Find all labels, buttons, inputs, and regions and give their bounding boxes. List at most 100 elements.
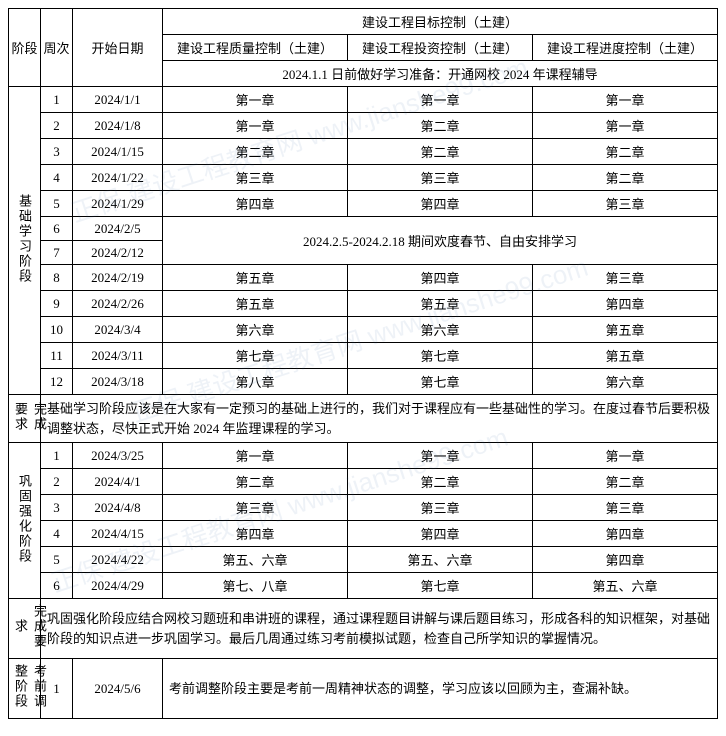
table-cell: 第七、八章: [163, 573, 348, 599]
req2-text: 巩固强化阶段应结合网校习题班和串讲班的课程，通过课程题目讲解与课后题目练习，形成…: [41, 599, 718, 659]
table-cell: 3: [41, 139, 73, 165]
stage1-name: 基础学习阶段: [9, 87, 41, 395]
table-cell: 2024/4/22: [73, 547, 163, 573]
table-cell: 1: [41, 87, 73, 113]
table-cell: 2024/4/8: [73, 495, 163, 521]
table-cell: 第七章: [163, 343, 348, 369]
table-cell: 11: [41, 343, 73, 369]
table-cell: 第四章: [533, 521, 718, 547]
table-cell: 第三章: [163, 495, 348, 521]
table-cell: 2024/4/1: [73, 469, 163, 495]
schedule-table: 阶段 周次 开始日期 建设工程目标控制（土建） 建设工程质量控制（土建） 建设工…: [8, 8, 718, 719]
table-cell: 2024/2/12: [73, 241, 163, 265]
table-cell: 2024/3/18: [73, 369, 163, 395]
table-cell: 2024/1/8: [73, 113, 163, 139]
table-cell: 第七章: [348, 369, 533, 395]
table-cell: 第一章: [163, 87, 348, 113]
table-cell: 3: [41, 495, 73, 521]
table-cell: 5: [41, 547, 73, 573]
table-cell: 2024/2/5: [73, 217, 163, 241]
table-cell: 第七章: [348, 573, 533, 599]
table-cell: 第二章: [348, 113, 533, 139]
table-cell: 第二章: [533, 139, 718, 165]
table-cell: 2024/4/15: [73, 521, 163, 547]
header-sub2: 建设工程投资控制（土建）: [348, 35, 533, 61]
header-sub1: 建设工程质量控制（土建）: [163, 35, 348, 61]
table-cell: 第二章: [348, 469, 533, 495]
table-cell: 第五章: [163, 291, 348, 317]
table-cell: 第二章: [163, 139, 348, 165]
table-cell: 第一章: [163, 113, 348, 139]
stage3-name: 考前调整阶段: [9, 659, 41, 719]
table-cell: 4: [41, 165, 73, 191]
table-cell: 第二章: [163, 469, 348, 495]
table-cell: 2024/1/22: [73, 165, 163, 191]
table-cell: 第六章: [163, 317, 348, 343]
table-cell: 第四章: [533, 291, 718, 317]
table-cell: 第五、六章: [348, 547, 533, 573]
table-cell: 2024/5/6: [73, 659, 163, 719]
table-cell: 2024/4/29: [73, 573, 163, 599]
table-cell: 2024/2/26: [73, 291, 163, 317]
table-cell: 4: [41, 521, 73, 547]
table-cell: 第四章: [348, 191, 533, 217]
header-sub3: 建设工程进度控制（土建）: [533, 35, 718, 61]
table-cell: 第一章: [533, 87, 718, 113]
table-cell: 第一章: [348, 443, 533, 469]
table-cell: 第二章: [533, 165, 718, 191]
table-cell: 第五章: [533, 317, 718, 343]
table-cell: 第二章: [348, 139, 533, 165]
table-cell: 第四章: [533, 547, 718, 573]
table-cell: 第五章: [533, 343, 718, 369]
table-cell: 第六章: [348, 317, 533, 343]
header-week: 周次: [41, 9, 73, 87]
table-cell: 2024/2/19: [73, 265, 163, 291]
table-cell: 第七章: [348, 343, 533, 369]
table-cell: 9: [41, 291, 73, 317]
table-cell: 2: [41, 113, 73, 139]
table-cell: 第八章: [163, 369, 348, 395]
table-cell: 第四章: [348, 265, 533, 291]
table-cell: 12: [41, 369, 73, 395]
table-cell: 第一章: [533, 113, 718, 139]
table-cell: 第五、六章: [163, 547, 348, 573]
table-cell: 2024/1/15: [73, 139, 163, 165]
table-cell: 第三章: [533, 191, 718, 217]
req1-name: 完成要求: [9, 395, 41, 443]
table-cell: 第五、六章: [533, 573, 718, 599]
table-cell: 10: [41, 317, 73, 343]
table-cell: 8: [41, 265, 73, 291]
table-cell: 2024/1/29: [73, 191, 163, 217]
table-cell: 第三章: [163, 165, 348, 191]
table-cell: 第三章: [348, 165, 533, 191]
table-cell: 第五章: [348, 291, 533, 317]
table-cell: 第一章: [163, 443, 348, 469]
table-cell: 第六章: [533, 369, 718, 395]
req1-text: 基础学习阶段应该是在大家有一定预习的基础上进行的，我们对于课程应有一些基础性的学…: [41, 395, 718, 443]
header-prep: 2024.1.1 日前做好学习准备：开通网校 2024 年课程辅导: [163, 61, 718, 87]
table-cell: 第三章: [533, 265, 718, 291]
holiday-cell: 2024.2.5-2024.2.18 期间欢度春节、自由安排学习: [163, 217, 718, 265]
table-cell: 第三章: [533, 495, 718, 521]
stage3-text: 考前调整阶段主要是考前一周精神状态的调整，学习应该以回顾为主，查漏补缺。: [163, 659, 718, 719]
table-cell: 第五章: [163, 265, 348, 291]
table-cell: 第四章: [163, 191, 348, 217]
table-cell: 2024/3/11: [73, 343, 163, 369]
table-cell: 2024/1/1: [73, 87, 163, 113]
table-cell: 6: [41, 217, 73, 241]
table-cell: 1: [41, 443, 73, 469]
table-cell: 第二章: [533, 469, 718, 495]
header-date: 开始日期: [73, 9, 163, 87]
stage2-name: 巩固强化阶段: [9, 443, 41, 599]
table-cell: 2024/3/25: [73, 443, 163, 469]
table-cell: 5: [41, 191, 73, 217]
req2-name: 完成要求: [9, 599, 41, 659]
table-cell: 第四章: [348, 521, 533, 547]
table-cell: 2024/3/4: [73, 317, 163, 343]
table-cell: 第一章: [533, 443, 718, 469]
table-cell: 7: [41, 241, 73, 265]
table-cell: 6: [41, 573, 73, 599]
table-cell: 2: [41, 469, 73, 495]
header-main-title: 建设工程目标控制（土建）: [163, 9, 718, 35]
header-stage: 阶段: [9, 9, 41, 87]
